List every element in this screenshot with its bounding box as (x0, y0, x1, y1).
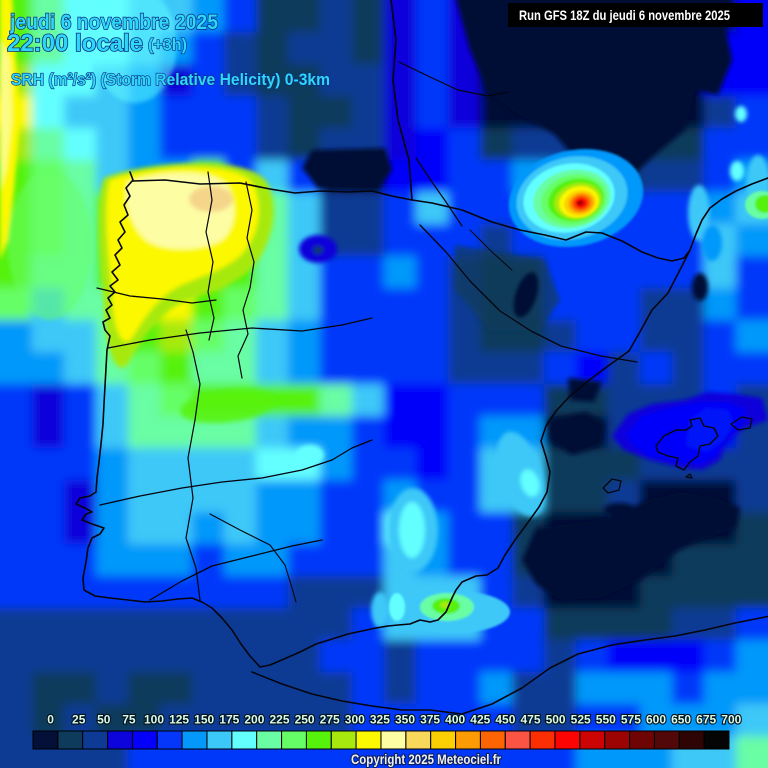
svg-text:SRH (m²/s²) (Storm Relative He: SRH (m²/s²) (Storm Relative Helicity) 0-… (11, 70, 330, 89)
svg-text:175: 175 (219, 713, 239, 727)
svg-text:25: 25 (72, 713, 86, 727)
svg-text:100: 100 (144, 713, 164, 727)
svg-text:350: 350 (395, 713, 415, 727)
svg-text:575: 575 (621, 713, 641, 727)
svg-text:425: 425 (470, 713, 490, 727)
svg-text:675: 675 (696, 713, 716, 727)
svg-text:450: 450 (495, 713, 515, 727)
svg-text:400: 400 (445, 713, 465, 727)
svg-text:225: 225 (269, 713, 289, 727)
svg-text:325: 325 (370, 713, 390, 727)
svg-text:150: 150 (194, 713, 214, 727)
svg-text:275: 275 (320, 713, 340, 727)
svg-text:700: 700 (721, 713, 741, 727)
svg-text:250: 250 (295, 713, 315, 727)
svg-text:jeudi 6 novembre 2025: jeudi 6 novembre 2025 (9, 10, 218, 34)
svg-text:475: 475 (520, 713, 540, 727)
svg-text:Run GFS 18Z du jeudi 6 novembr: Run GFS 18Z du jeudi 6 novembre 2025 (519, 7, 730, 23)
svg-text:600: 600 (646, 713, 666, 727)
svg-text:75: 75 (122, 713, 136, 727)
svg-text:550: 550 (596, 713, 616, 727)
svg-text:50: 50 (97, 713, 111, 727)
svg-text:125: 125 (169, 713, 189, 727)
svg-text:Copyright 2025 Meteociel.fr: Copyright 2025 Meteociel.fr (351, 752, 502, 767)
svg-text:(+3h): (+3h) (148, 35, 187, 54)
svg-text:0: 0 (47, 713, 54, 727)
svg-text:200: 200 (244, 713, 264, 727)
svg-text:300: 300 (345, 713, 365, 727)
svg-text:650: 650 (671, 713, 691, 727)
svg-text:525: 525 (571, 713, 591, 727)
svg-text:500: 500 (546, 713, 566, 727)
svg-text:22:00 locale: 22:00 locale (7, 30, 143, 57)
svg-text:375: 375 (420, 713, 440, 727)
